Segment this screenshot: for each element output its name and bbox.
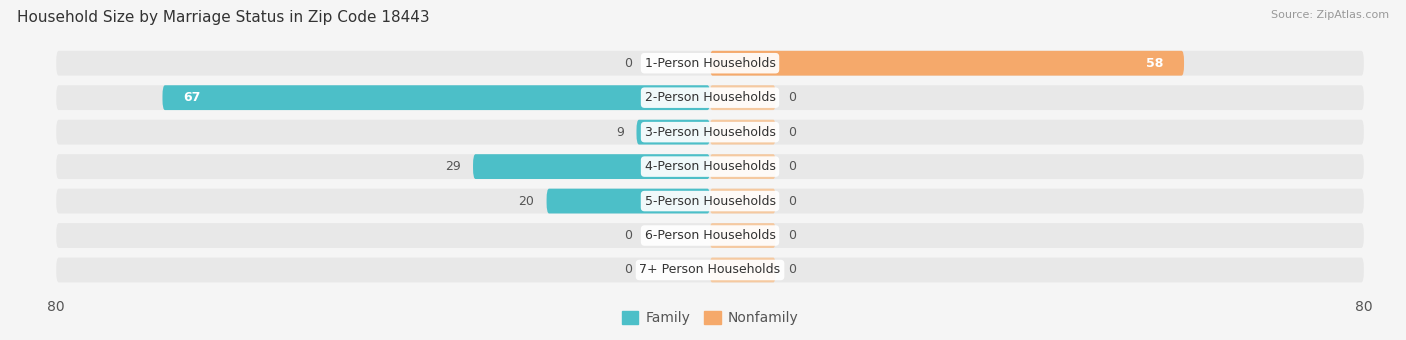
FancyBboxPatch shape	[710, 154, 776, 179]
Text: 0: 0	[787, 160, 796, 173]
Text: 4-Person Households: 4-Person Households	[644, 160, 776, 173]
FancyBboxPatch shape	[710, 85, 776, 110]
FancyBboxPatch shape	[472, 154, 710, 179]
FancyBboxPatch shape	[56, 85, 1364, 110]
Legend: Family, Nonfamily: Family, Nonfamily	[616, 306, 804, 331]
FancyBboxPatch shape	[56, 51, 1364, 75]
FancyBboxPatch shape	[56, 189, 1364, 214]
Text: 5-Person Households: 5-Person Households	[644, 194, 776, 207]
Text: 0: 0	[787, 91, 796, 104]
Text: 1-Person Households: 1-Person Households	[644, 57, 776, 70]
Text: 7+ Person Households: 7+ Person Households	[640, 264, 780, 276]
Text: 20: 20	[519, 194, 534, 207]
Text: 0: 0	[624, 264, 633, 276]
Text: Household Size by Marriage Status in Zip Code 18443: Household Size by Marriage Status in Zip…	[17, 10, 429, 25]
Text: 0: 0	[787, 194, 796, 207]
FancyBboxPatch shape	[710, 51, 1184, 75]
Text: 3-Person Households: 3-Person Households	[644, 126, 776, 139]
FancyBboxPatch shape	[56, 154, 1364, 179]
FancyBboxPatch shape	[637, 120, 710, 144]
Text: 0: 0	[624, 57, 633, 70]
Text: 29: 29	[446, 160, 461, 173]
FancyBboxPatch shape	[710, 189, 776, 214]
FancyBboxPatch shape	[163, 85, 710, 110]
FancyBboxPatch shape	[710, 223, 776, 248]
Text: 0: 0	[787, 229, 796, 242]
Text: 58: 58	[1146, 57, 1164, 70]
Text: Source: ZipAtlas.com: Source: ZipAtlas.com	[1271, 10, 1389, 20]
FancyBboxPatch shape	[710, 120, 776, 144]
Text: 0: 0	[787, 264, 796, 276]
FancyBboxPatch shape	[56, 120, 1364, 144]
FancyBboxPatch shape	[56, 223, 1364, 248]
Text: 9: 9	[616, 126, 624, 139]
FancyBboxPatch shape	[710, 258, 776, 283]
Text: 0: 0	[787, 126, 796, 139]
Text: 2-Person Households: 2-Person Households	[644, 91, 776, 104]
FancyBboxPatch shape	[56, 258, 1364, 283]
FancyBboxPatch shape	[547, 189, 710, 214]
Text: 0: 0	[624, 229, 633, 242]
Text: 67: 67	[183, 91, 200, 104]
Text: 6-Person Households: 6-Person Households	[644, 229, 776, 242]
